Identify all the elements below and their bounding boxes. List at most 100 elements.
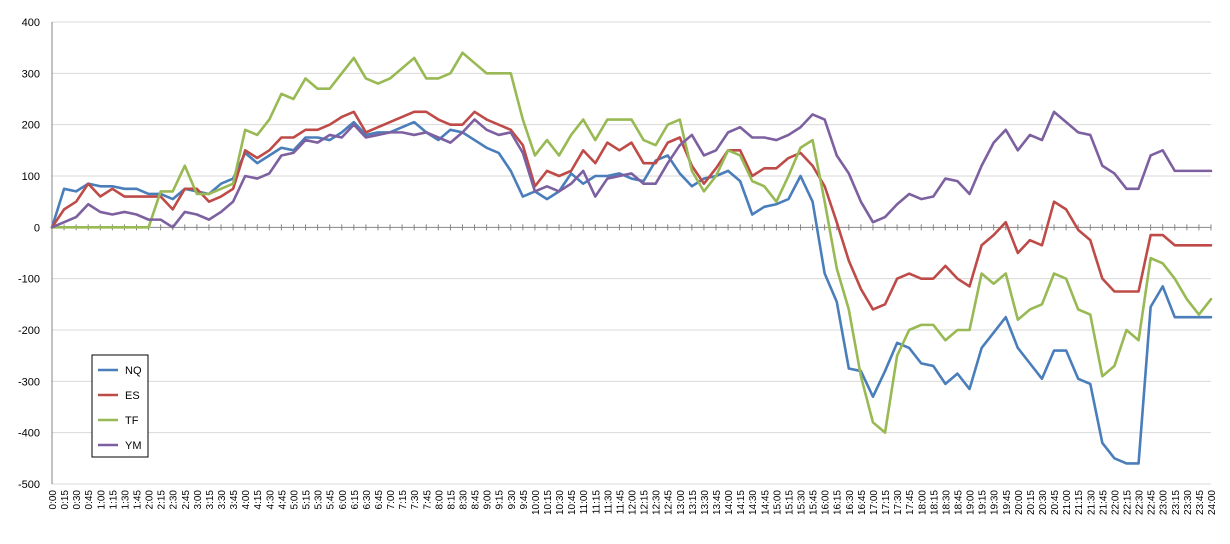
x-tick-label: 23:45 xyxy=(1195,490,1206,515)
x-tick-label: 7:45 xyxy=(422,490,433,510)
legend: NQ ES TF YM xyxy=(91,354,149,458)
gridlines xyxy=(52,21,1211,485)
x-tick-label: 19:45 xyxy=(1002,490,1013,515)
x-tick-label: 16:00 xyxy=(821,490,832,515)
x-tick-label: 16:15 xyxy=(833,490,844,515)
x-tick-label: 20:15 xyxy=(1026,490,1037,515)
x-tick-label: 4:00 xyxy=(241,490,252,510)
y-tick-label: -500 xyxy=(18,479,40,491)
x-tick-label: 14:15 xyxy=(736,490,747,515)
x-tick-label: 15:45 xyxy=(809,490,820,515)
x-tick-label: 19:30 xyxy=(990,490,1001,515)
x-tick-label: 21:15 xyxy=(1074,490,1085,515)
x-tick-label: 0:15 xyxy=(60,490,71,510)
x-tick-label: 19:15 xyxy=(978,490,989,515)
x-tick-label: 6:00 xyxy=(338,490,349,510)
y-tick-label: 400 xyxy=(22,17,40,29)
x-tick-label: 8:30 xyxy=(458,490,469,510)
x-tick-label: 14:00 xyxy=(724,490,735,515)
x-tick-label: 7:15 xyxy=(398,490,409,510)
x-tick-label: 18:30 xyxy=(941,490,952,515)
x-tick-label: 12:15 xyxy=(640,490,651,515)
legend-label-es: ES xyxy=(125,390,140,402)
x-tick-label: 9:15 xyxy=(495,490,506,510)
x-tick-label: 20:45 xyxy=(1050,490,1061,515)
series-lines xyxy=(50,51,1213,465)
x-tick-label: 18:00 xyxy=(917,490,928,515)
y-tick-label: -200 xyxy=(18,325,40,337)
x-tick-label: 15:00 xyxy=(772,490,783,515)
x-tick-label: 18:15 xyxy=(929,490,940,515)
x-tick-label: 14:45 xyxy=(760,490,771,515)
x-tick-label: 3:45 xyxy=(229,490,240,510)
x-tick-label: 4:15 xyxy=(253,490,264,510)
x-tick-label: 5:45 xyxy=(326,490,337,510)
x-tick-label: 6:45 xyxy=(374,490,385,510)
x-tick-label: 15:30 xyxy=(797,490,808,515)
x-tick-label: 21:45 xyxy=(1098,490,1109,515)
x-tick-label: 9:45 xyxy=(519,490,530,510)
x-tick-label: 16:45 xyxy=(857,490,868,515)
x-tick-label: 5:00 xyxy=(289,490,300,510)
x-tick-label: 17:00 xyxy=(869,490,880,515)
y-tick-label: -100 xyxy=(18,274,40,286)
series-line-ym xyxy=(50,110,1213,229)
x-tick-label: 5:30 xyxy=(314,490,325,510)
series-line-tf xyxy=(50,51,1213,434)
x-tick-label: 10:00 xyxy=(531,490,542,515)
x-tick-label: 11:00 xyxy=(579,490,590,515)
legend-label-ym: YM xyxy=(125,440,142,452)
y-tick-label: 100 xyxy=(22,171,40,183)
x-tick-label: 3:00 xyxy=(193,490,204,510)
x-tick-label: 12:45 xyxy=(664,490,675,515)
x-tick-label: 2:30 xyxy=(169,490,180,510)
x-tick-label: 8:00 xyxy=(434,490,445,510)
y-tick-label: 300 xyxy=(22,68,40,80)
x-tick-label: 13:30 xyxy=(700,490,711,515)
legend-label-nq: NQ xyxy=(125,365,142,377)
x-tick-label: 10:45 xyxy=(567,490,578,515)
x-tick-label: 18:45 xyxy=(953,490,964,515)
x-tick-label: 10:15 xyxy=(543,490,554,515)
series-line-es xyxy=(50,110,1213,311)
x-tick-label: 2:45 xyxy=(181,490,192,510)
x-tick-label: 6:15 xyxy=(350,490,361,510)
x-tick-label: 3:15 xyxy=(205,490,216,510)
x-tick-label: 13:00 xyxy=(676,490,687,515)
x-tick-label: 17:30 xyxy=(893,490,904,515)
legend-label-tf: TF xyxy=(125,415,139,427)
x-tick-label: 6:30 xyxy=(362,490,373,510)
x-tick-label: 10:30 xyxy=(555,490,566,515)
x-tick-label: 9:00 xyxy=(483,490,494,510)
x-tick-label: 14:30 xyxy=(748,490,759,515)
x-tick-label: 5:15 xyxy=(302,490,313,510)
x-tick-label: 12:30 xyxy=(652,490,663,515)
x-tick-label: 7:30 xyxy=(410,490,421,510)
x-tick-label: 23:30 xyxy=(1183,490,1194,515)
x-tick-label: 2:15 xyxy=(157,490,168,510)
x-tick-label: 20:00 xyxy=(1014,490,1025,515)
x-tick-label: 0:00 xyxy=(48,490,59,510)
x-tick-label: 17:45 xyxy=(905,490,916,515)
y-tick-label: 0 xyxy=(34,222,40,234)
x-tick-label: 1:00 xyxy=(96,490,107,510)
x-tick-label: 11:30 xyxy=(603,490,614,515)
x-tick-label: 22:30 xyxy=(1135,490,1146,515)
x-tick-label: 0:45 xyxy=(84,490,95,510)
x-tick-label: 0:30 xyxy=(72,490,83,510)
x-tick-label: 22:15 xyxy=(1122,490,1133,515)
x-tick-label: 2:00 xyxy=(145,490,156,510)
x-tick-label: 17:15 xyxy=(881,490,892,515)
x-tick-label: 11:45 xyxy=(615,490,626,515)
x-tick-label: 4:45 xyxy=(277,490,288,510)
x-tick-label: 23:00 xyxy=(1159,490,1170,515)
y-tick-label: -300 xyxy=(18,376,40,388)
x-tick-label: 4:30 xyxy=(265,490,276,510)
x-tick-label: 21:30 xyxy=(1086,490,1097,515)
x-tick-label: 1:45 xyxy=(133,490,144,510)
x-tick-label: 19:00 xyxy=(966,490,977,515)
x-tick-label: 22:00 xyxy=(1110,490,1121,515)
x-tick-label: 9:30 xyxy=(507,490,518,510)
